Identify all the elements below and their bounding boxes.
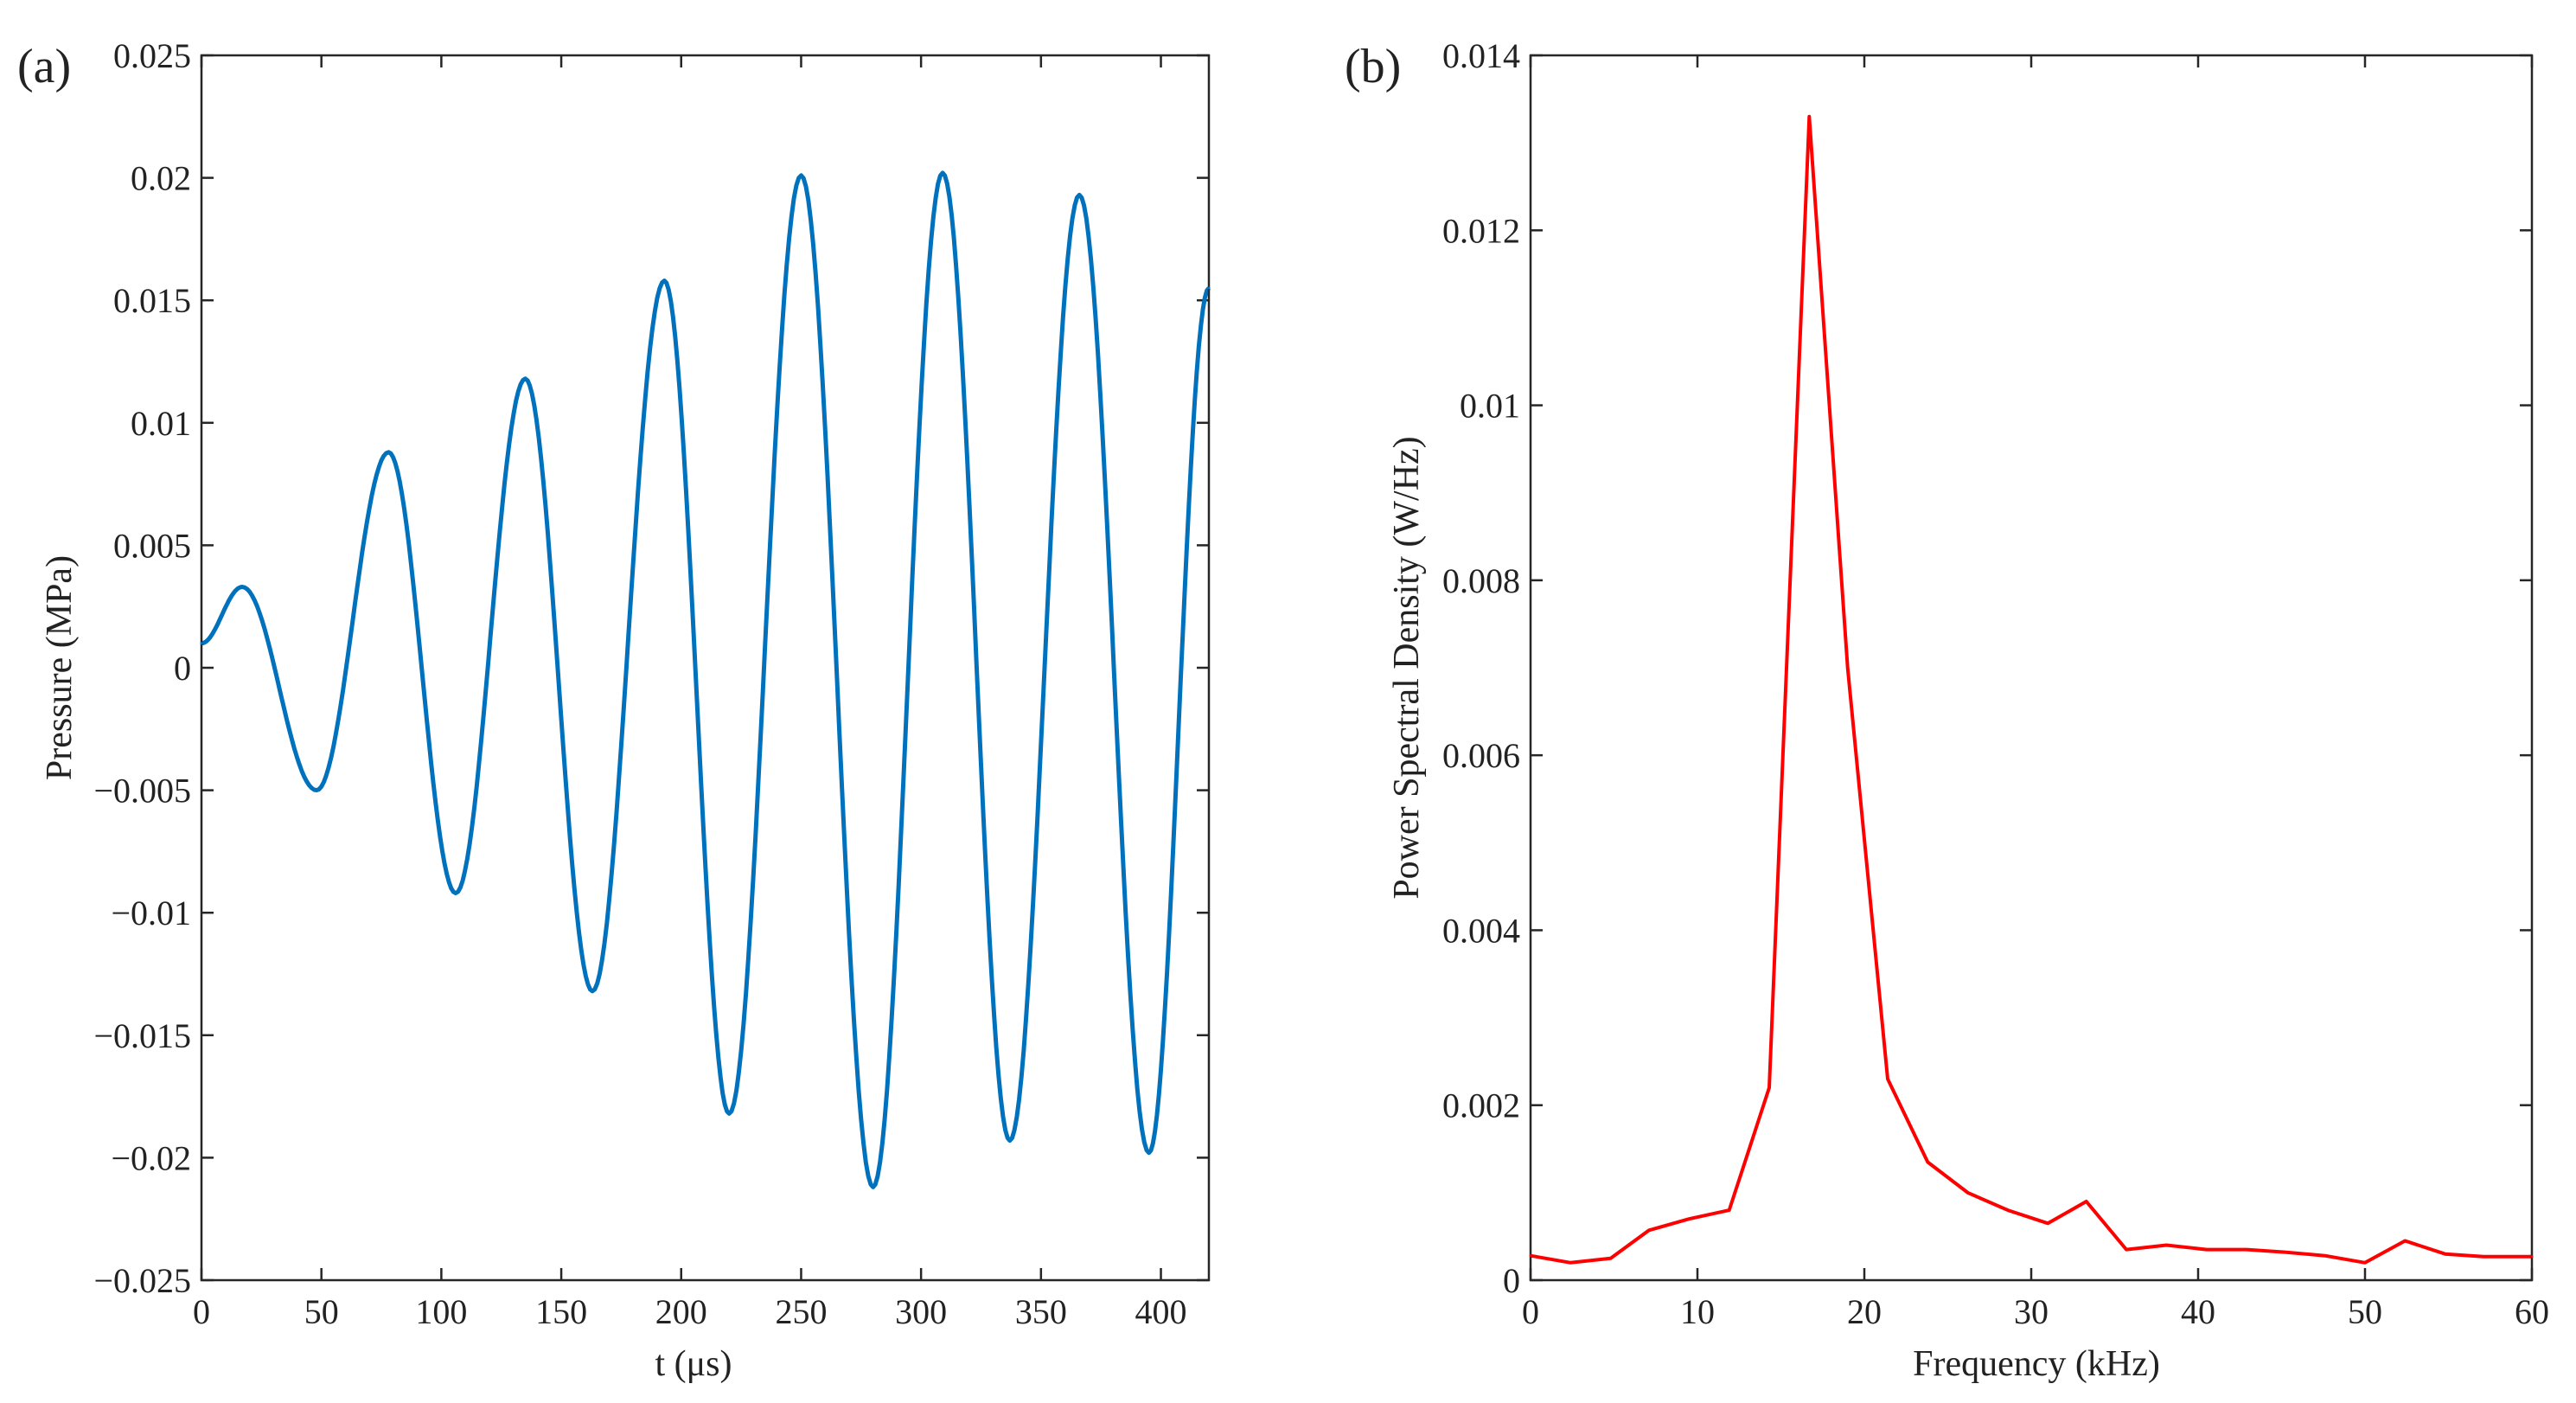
- panel-a-label: (a): [17, 40, 71, 93]
- psd-data-point: [1647, 1228, 1651, 1232]
- panel-b-x-tick-label: 0: [1522, 1292, 1539, 1331]
- panel-a-y-tick-label: 0.02: [131, 159, 191, 198]
- psd-data-point: [1728, 1208, 1731, 1212]
- panel-b-x-tick-label: 30: [2014, 1292, 2049, 1331]
- pressure-data-point: [799, 174, 802, 177]
- pressure-data-point: [591, 990, 594, 993]
- psd-data-point: [2164, 1244, 2168, 1247]
- pressure-data-point: [1147, 1151, 1151, 1155]
- pressure-data-point: [727, 1112, 731, 1115]
- panel-a-y-tick-label: −0.02: [111, 1138, 191, 1177]
- psd-data-point: [2283, 1251, 2286, 1254]
- panel-b-y-tick-label: 0: [1503, 1261, 1520, 1300]
- panel-a-x-tick-label: 250: [775, 1292, 827, 1331]
- pressure-data-point: [240, 586, 244, 589]
- psd-data-point: [2085, 1200, 2088, 1203]
- pressure-data-point: [523, 377, 527, 381]
- pressure-data-point: [941, 171, 944, 175]
- panel-b-y-axis-label: Power Spectral Density (W/Hz): [1387, 436, 1427, 899]
- panel-a-x-axis-label: t (μs): [655, 1344, 732, 1384]
- panel-b-y-tick-label: 0.008: [1442, 561, 1520, 600]
- pressure-data-point: [315, 789, 318, 792]
- panel-a-y-tick-label: −0.01: [111, 894, 191, 932]
- panel-b-y-tick-label: 0.004: [1442, 911, 1520, 950]
- psd-data-point: [1966, 1191, 1970, 1195]
- psd-data-point: [2444, 1252, 2447, 1256]
- panel-b-x-axis-label: Frequency (kHz): [1913, 1344, 2160, 1384]
- pressure-data-point: [1077, 193, 1081, 196]
- pressure-series-line: [201, 170, 1211, 1189]
- panel-b-y-tick-label: 0.014: [1442, 36, 1520, 75]
- panel-b-y-tick-label: 0.006: [1442, 736, 1520, 775]
- panel-a-y-tick-label: −0.005: [93, 772, 191, 810]
- psd-data-point: [1846, 666, 1850, 669]
- psd-data-point: [2125, 1248, 2128, 1252]
- panel-a-x-tick-label: 350: [1015, 1292, 1067, 1331]
- panel-b-x-tick-label: 20: [1847, 1292, 1882, 1331]
- psd-data-point: [2530, 1255, 2534, 1259]
- psd-data-point: [1886, 1077, 1889, 1080]
- psd-data-point: [2324, 1254, 2327, 1258]
- panel-a-y-tick-label: −0.015: [93, 1016, 191, 1055]
- psd-data-point: [2205, 1248, 2208, 1252]
- pressure-data-point: [200, 642, 203, 645]
- pressure-data-point: [662, 279, 666, 283]
- psd-data-point: [1569, 1261, 1572, 1265]
- psd-data-point: [1529, 1254, 1532, 1258]
- psd-data-point: [2046, 1221, 2049, 1225]
- pressure-data-point: [1008, 1139, 1012, 1143]
- panel-b-psd-chart: (b) 0 10 20 30 40 50 60 0 0.002 0.004 0.006 0.008 0.…: [1345, 36, 2549, 1384]
- panel-a-y-tick-label: 0.025: [113, 36, 191, 75]
- psd-data-point: [2482, 1255, 2485, 1259]
- pressure-data-point: [454, 892, 457, 895]
- panel-a-pressure-chart: (a) 0 50 100 150 200 250 300 350 400 −0.025 −0.02 −…: [17, 36, 1211, 1384]
- psd-data-point: [1687, 1217, 1691, 1220]
- panel-a-x-tick-label: 0: [193, 1292, 210, 1331]
- panel-b-x-tick-label: 50: [2348, 1292, 2382, 1331]
- panel-b-y-tick-label: 0.012: [1442, 211, 1520, 250]
- panel-b-axes-frame: [1529, 54, 2534, 1282]
- panel-a-axes-frame: [200, 54, 1211, 1282]
- psd-data-point: [2006, 1208, 2010, 1212]
- psd-data-point: [2403, 1239, 2407, 1242]
- pressure-data-point: [872, 1185, 875, 1188]
- psd-data-point: [1926, 1160, 1929, 1163]
- panel-b-x-tick-label: 10: [1680, 1292, 1715, 1331]
- psd-data-point: [1807, 115, 1811, 119]
- psd-data-point: [2363, 1261, 2367, 1265]
- panel-a-x-tick-label: 300: [895, 1292, 947, 1331]
- panel-a-y-tick-label: 0.01: [131, 404, 191, 443]
- panel-a-y-tick-label: 0: [174, 649, 191, 688]
- panel-a-x-tick-label: 200: [655, 1292, 707, 1331]
- panel-b-x-tick-label: 40: [2181, 1292, 2215, 1331]
- panel-a-y-tick-label: −0.025: [93, 1261, 191, 1300]
- psd-series-line: [1530, 114, 2532, 1265]
- panel-a-x-tick-label: 150: [535, 1292, 587, 1331]
- panel-b-label: (b): [1345, 40, 1401, 93]
- panel-a-y-tick-label: 0.005: [113, 526, 191, 565]
- panel-a-x-tick-label: 50: [304, 1292, 339, 1331]
- psd-data-point: [2245, 1248, 2248, 1252]
- psd-data-point: [1767, 1086, 1771, 1089]
- psd-data-point: [1609, 1257, 1613, 1260]
- panel-b-y-tick-label: 0.002: [1442, 1086, 1520, 1125]
- panel-b-y-tick-label: 0.01: [1460, 387, 1520, 426]
- panel-a-x-tick-label: 100: [415, 1292, 467, 1331]
- panel-a-y-axis-label: Pressure (MPa): [40, 555, 80, 780]
- pressure-data-point: [387, 451, 390, 454]
- panel-b-x-tick-label: 60: [2515, 1292, 2549, 1331]
- panel-a-y-tick-label: 0.015: [113, 281, 191, 320]
- pressure-data-point: [1207, 286, 1211, 290]
- panel-a-x-tick-label: 400: [1135, 1292, 1187, 1331]
